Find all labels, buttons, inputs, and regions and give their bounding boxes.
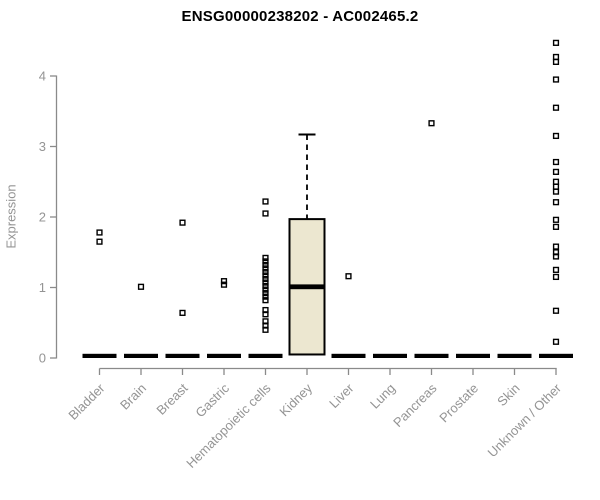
data-point: [262, 258, 269, 265]
data-point: [137, 283, 145, 290]
zero-median-bar: [331, 353, 366, 358]
y-tick-label: 3: [39, 139, 46, 154]
data-point: [262, 210, 269, 217]
data-point: [552, 158, 560, 166]
data-point: [262, 311, 269, 318]
data-point: [552, 132, 560, 140]
data-point: [552, 76, 560, 83]
data-point: [552, 266, 560, 273]
data-point: [220, 281, 228, 288]
data-point: [262, 326, 269, 333]
data-point: [262, 254, 269, 261]
y-tick-label: 4: [39, 69, 46, 84]
data-point: [345, 273, 352, 280]
data-point: [262, 282, 269, 290]
data-point: [552, 253, 560, 260]
data-point: [262, 279, 269, 286]
x-tick-label: Unknown / Other: [485, 380, 565, 460]
data-point: [262, 275, 269, 283]
data-point: [552, 273, 560, 281]
y-tick-label: 1: [39, 280, 46, 295]
x-tick-label: Kidney: [276, 380, 315, 419]
data-point: [262, 198, 269, 205]
x-tick-label: Pancreas: [390, 380, 440, 430]
x-tick-label: Bladder: [65, 380, 108, 423]
data-point: [552, 338, 560, 345]
data-point: [262, 297, 269, 304]
data-point: [262, 293, 269, 300]
data-point: [262, 290, 269, 297]
data-point: [552, 188, 560, 195]
data-point: [96, 229, 103, 236]
data-point: [220, 278, 228, 285]
zero-median-bar: [207, 353, 241, 358]
median-line: [289, 284, 325, 290]
y-tick-label: 0: [39, 351, 46, 366]
data-point: [552, 223, 560, 230]
x-tick-label: Skin: [494, 381, 522, 409]
data-point: [262, 265, 269, 272]
data-point: [552, 183, 560, 190]
x-tick-label: Breast: [153, 380, 190, 417]
zero-median-bar: [373, 353, 407, 358]
data-point: [552, 58, 560, 66]
data-point: [428, 120, 435, 127]
zero-median-bar: [248, 353, 283, 358]
data-point: [552, 168, 560, 175]
x-tick-label: Brain: [117, 381, 149, 413]
zero-median-bar: [456, 353, 490, 358]
data-point: [552, 307, 560, 314]
x-tick-label: Lung: [367, 381, 398, 412]
data-point: [96, 238, 103, 245]
data-point: [179, 219, 186, 226]
chart-title: ENSG00000238202 - AC002465.2: [181, 8, 419, 25]
zero-median-bar: [414, 353, 449, 358]
data-point: [262, 261, 269, 269]
data-point: [552, 178, 560, 185]
data-point: [179, 309, 186, 316]
zero-median-bar: [82, 353, 117, 358]
x-tick-label: Gastric: [192, 380, 232, 420]
data-point: [552, 199, 560, 206]
x-tick-label: Liver: [326, 380, 357, 411]
data-point: [262, 268, 269, 276]
data-point: [552, 216, 560, 223]
x-tick-label: Prostate: [436, 381, 481, 426]
zero-median-bar: [539, 353, 573, 358]
data-point: [552, 243, 560, 250]
y-tick-label: 2: [39, 210, 46, 225]
data-point: [552, 104, 560, 111]
zero-median-bar: [124, 353, 158, 358]
data-point: [262, 286, 269, 293]
data-point: [552, 53, 560, 61]
zero-median-bar: [165, 353, 200, 358]
data-point: [262, 272, 269, 279]
data-point: [552, 39, 560, 46]
zero-median-bar: [497, 353, 532, 358]
